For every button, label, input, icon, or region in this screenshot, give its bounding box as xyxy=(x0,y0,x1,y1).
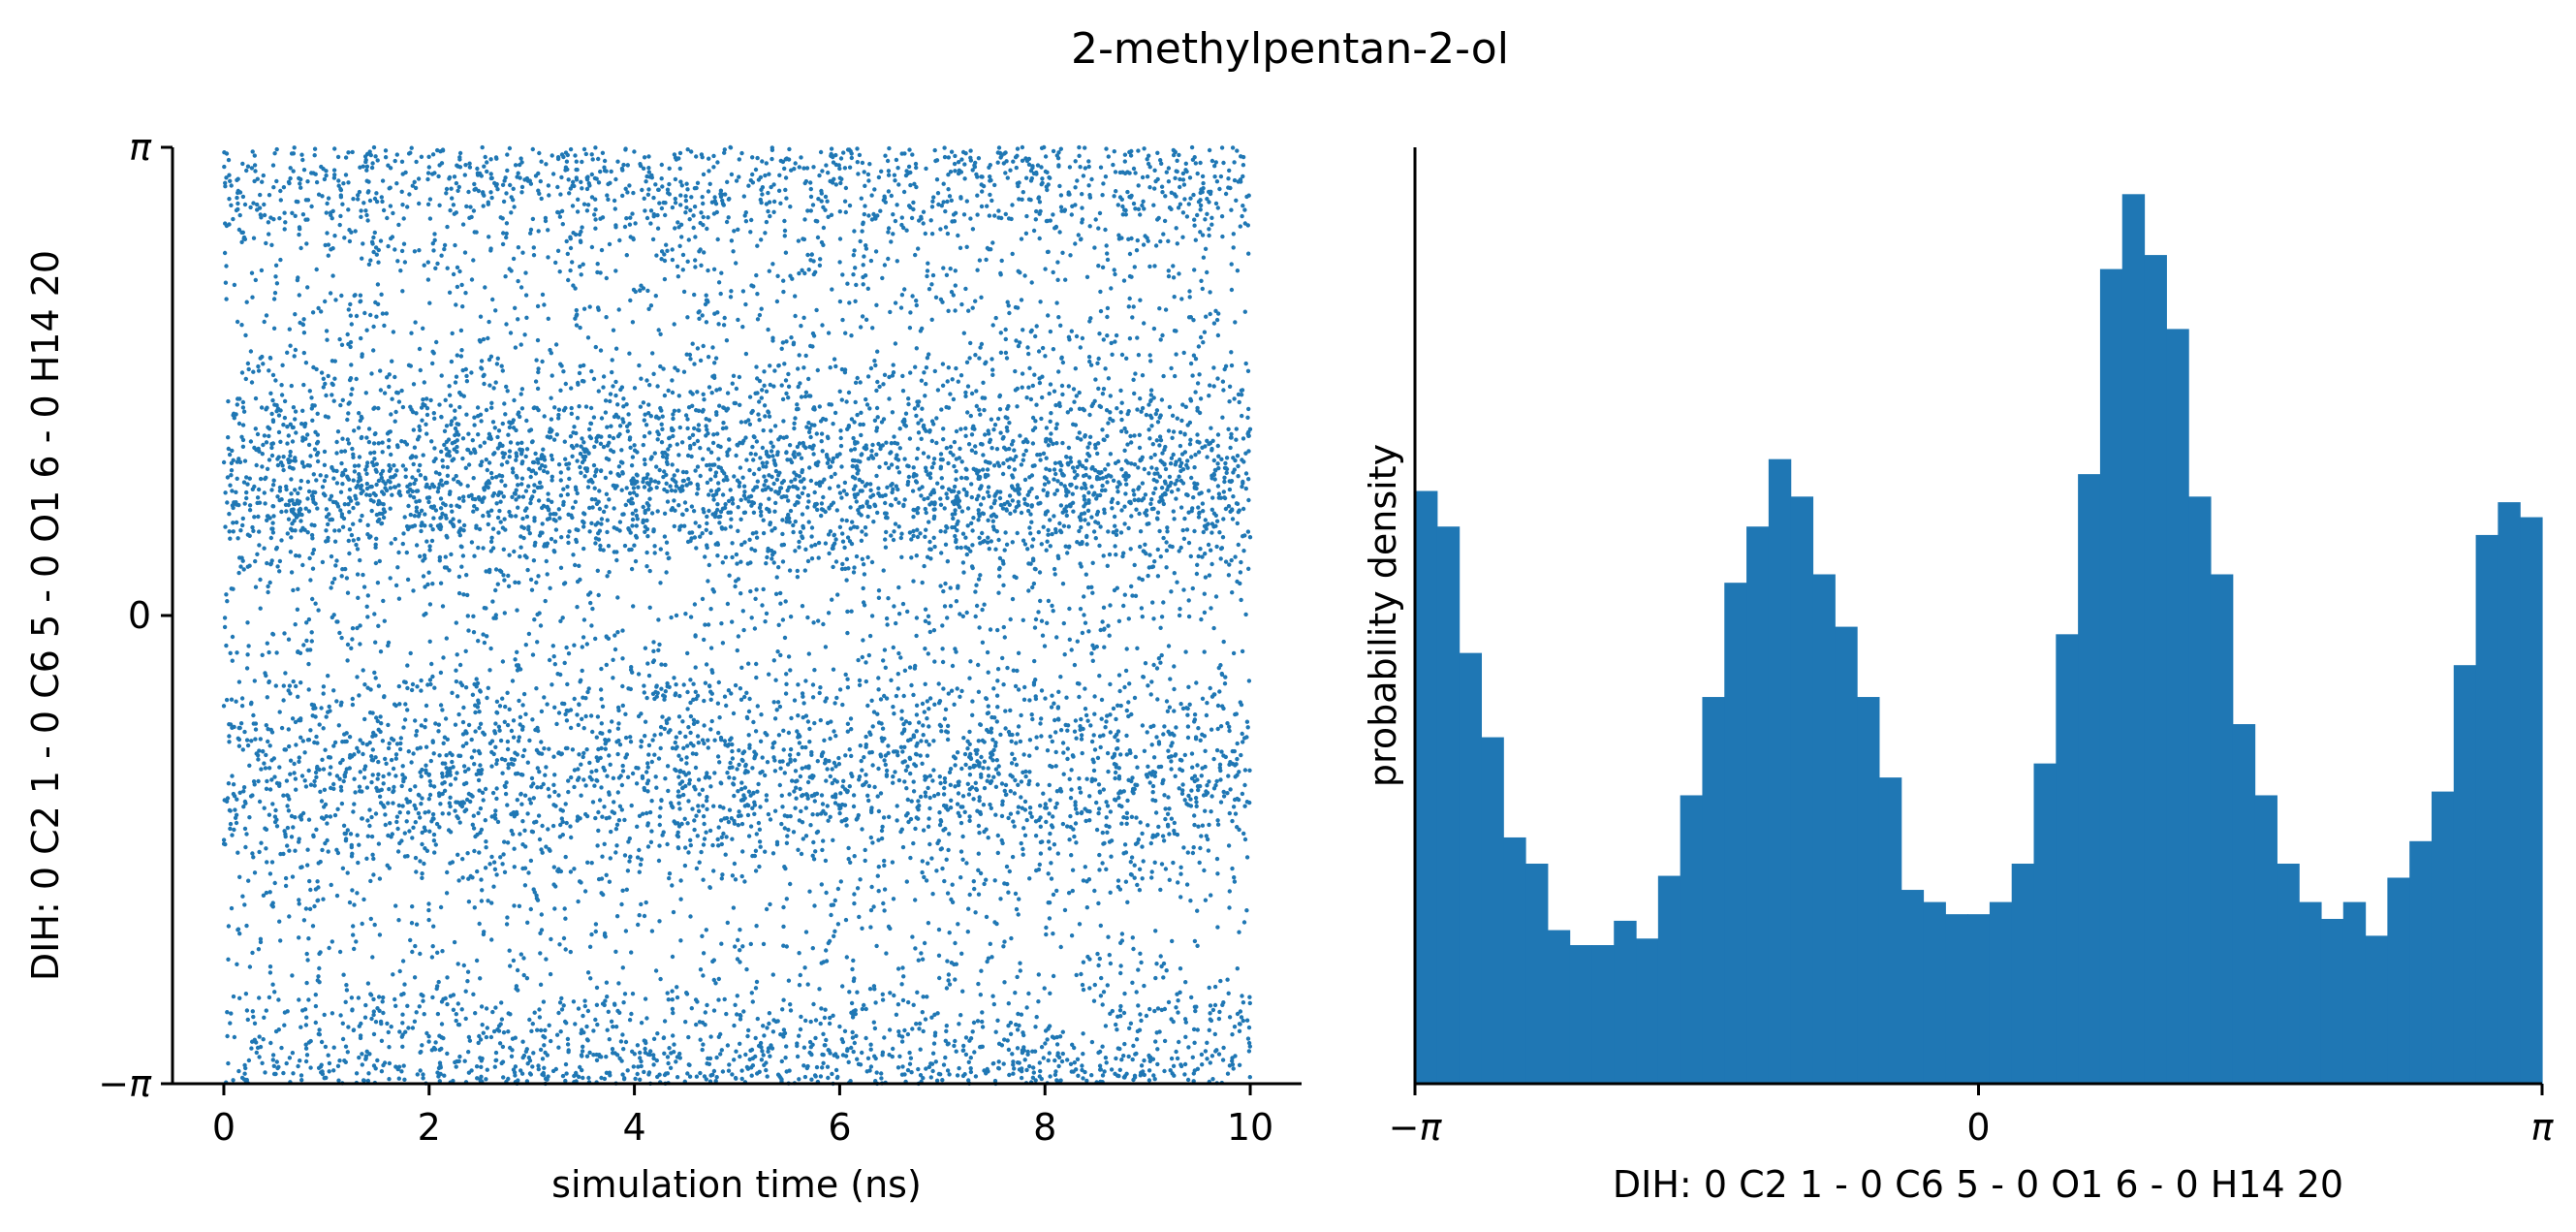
histogram-bar xyxy=(2144,255,2167,1085)
histogram-bar xyxy=(2232,724,2256,1084)
histogram-bar xyxy=(2475,534,2498,1084)
histogram-bar xyxy=(1569,945,1593,1084)
histogram-bar xyxy=(1945,914,1968,1084)
scatter-x-tick-label: 2 xyxy=(418,1106,441,1149)
histogram-bar xyxy=(2011,863,2035,1084)
histogram-bar xyxy=(1923,901,1946,1084)
histogram-chart: −π 0 π DIH: 0 C2 1 - 0 C6 5 - 0 O1 6 - 0 H… xyxy=(1362,147,2555,1206)
histogram-bar xyxy=(1790,496,1814,1084)
histogram-x-tick-label: 0 xyxy=(1966,1106,1990,1149)
histogram-bar xyxy=(2254,795,2278,1084)
histogram-bar xyxy=(1547,930,1571,1084)
scatter-x-tick-label: 0 xyxy=(212,1106,236,1149)
scatter-point xyxy=(221,144,1253,1087)
histogram-bar xyxy=(2099,269,2123,1085)
scatter-x-tick-label: 6 xyxy=(828,1106,851,1149)
histogram-bar xyxy=(1680,795,1704,1084)
histogram-bar xyxy=(1459,652,1483,1084)
histogram-bar xyxy=(2277,863,2300,1084)
histogram-bar xyxy=(1591,945,1615,1084)
figure-title: 2-methylpentan-2-ol xyxy=(1071,24,1509,74)
histogram-bar xyxy=(1812,574,1836,1084)
scatter-x-tick-label: 8 xyxy=(1033,1106,1056,1149)
histogram-bar xyxy=(2188,496,2212,1084)
histogram-bar xyxy=(2365,935,2388,1084)
histogram-bar xyxy=(2409,840,2433,1084)
histogram-bar xyxy=(1415,490,1438,1085)
histogram-bar xyxy=(1436,526,1461,1084)
histogram-bar xyxy=(1636,938,1659,1084)
scatter-y-label: DIH: 0 C2 1 - 0 C6 5 - 0 O1 6 - 0 H14 20 xyxy=(24,250,67,981)
scatter-y-ticks: −π 0 π xyxy=(98,126,173,1105)
scatter-x-ticks: 0 2 4 6 8 10 xyxy=(212,1084,1273,1149)
histogram-bar xyxy=(1657,875,1681,1084)
histogram-bar xyxy=(2056,634,2079,1084)
histogram-bar xyxy=(1967,914,1991,1084)
histogram-bar xyxy=(1878,777,1902,1084)
histogram-bar xyxy=(1481,737,1504,1084)
scatter-x-tick-label: 10 xyxy=(1227,1106,1273,1149)
histogram-bar xyxy=(2431,791,2455,1084)
histogram-x-tick-label: −π xyxy=(1389,1106,1443,1149)
scatter-x-tick-label: 4 xyxy=(622,1106,645,1149)
scatter-y-tick-label: −π xyxy=(98,1062,152,1105)
histogram-bar xyxy=(1835,626,1858,1084)
histogram-bar xyxy=(2210,574,2234,1084)
histogram-bar xyxy=(2320,918,2344,1084)
histogram-bar xyxy=(2299,901,2322,1084)
histogram-bar xyxy=(2166,329,2189,1084)
histogram-bar xyxy=(2387,877,2410,1084)
histogram-bar xyxy=(2121,194,2146,1085)
histogram-y-label: probability density xyxy=(1362,444,1404,787)
histogram-bar xyxy=(1724,583,1747,1084)
histogram-bar xyxy=(1746,526,1770,1084)
scatter-points xyxy=(221,144,1253,1087)
scatter-chart: 0 2 4 6 8 10 −π 0 π simulation time (ns) DIH: 0… xyxy=(24,126,1302,1206)
scatter-y-tick-label: π xyxy=(129,126,152,169)
scatter-x-label: simulation time (ns) xyxy=(551,1163,922,1206)
histogram-bar xyxy=(2520,517,2543,1084)
histogram-bar xyxy=(2453,665,2477,1084)
histogram-bar xyxy=(2078,474,2101,1084)
histogram-bar xyxy=(2033,763,2057,1084)
histogram-x-label: DIH: 0 C2 1 - 0 C6 5 - 0 O1 6 - 0 H14 20 xyxy=(1613,1163,2343,1206)
histogram-bar xyxy=(1702,697,1725,1084)
scatter-y-tick-label: 0 xyxy=(128,594,151,637)
histogram-bar xyxy=(1901,890,1925,1084)
histogram-x-tick-label: π xyxy=(2531,1106,2555,1149)
histogram-bar xyxy=(1614,920,1637,1084)
histogram-bar xyxy=(1525,863,1549,1084)
histogram-x-ticks: −π 0 π xyxy=(1389,1084,2555,1149)
histogram-bar xyxy=(2342,901,2367,1084)
histogram-bars xyxy=(1415,194,2543,1085)
histogram-bar xyxy=(2497,502,2521,1084)
histogram-bar xyxy=(1503,837,1526,1084)
histogram-bar xyxy=(1857,697,1880,1084)
histogram-bar xyxy=(1989,901,2013,1084)
histogram-bar xyxy=(1768,458,1792,1085)
